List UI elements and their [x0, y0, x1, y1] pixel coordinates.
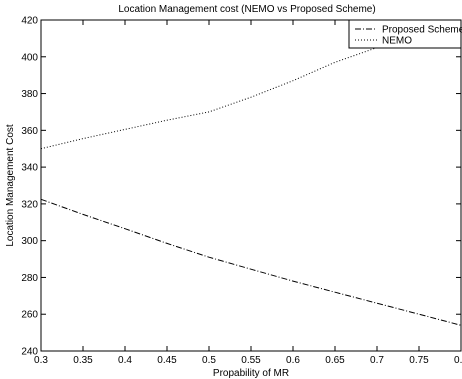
y-axis-title: Location Management Cost	[5, 124, 16, 247]
y-tick-label: 420	[21, 16, 38, 27]
y-tick-label: 240	[21, 347, 38, 358]
x-tick-label: 0.45	[157, 355, 177, 366]
x-tick-label: 0.3	[34, 355, 48, 366]
x-tick-label: 0.7	[370, 355, 384, 366]
legend-label: Proposed Scheme	[382, 25, 462, 36]
x-tick-label: 0.5	[202, 355, 216, 366]
y-tick-label: 400	[21, 52, 38, 63]
y-tick-label: 300	[21, 236, 38, 247]
plot-area	[40, 19, 462, 352]
x-tick-label: 0.8	[454, 355, 462, 366]
x-tick-label: 0.6	[286, 355, 300, 366]
x-axis-title: Propability of MR	[213, 368, 289, 379]
y-tick-label: 380	[21, 89, 38, 100]
y-tick-label: 260	[21, 310, 38, 321]
legend-label: NEMO	[382, 36, 412, 47]
y-tick-label: 320	[21, 199, 38, 210]
x-tick-label: 0.75	[409, 355, 429, 366]
y-tick-label: 360	[21, 126, 38, 137]
legend-box	[348, 19, 462, 49]
x-tick-label: 0.55	[241, 355, 261, 366]
x-tick-label: 0.35	[73, 355, 93, 366]
x-tick-label: 0.65	[325, 355, 345, 366]
y-tick-label: 280	[21, 273, 38, 284]
y-tick-label: 340	[21, 163, 38, 174]
series-line-proposed-scheme	[40, 198, 462, 326]
x-tick-label: 0.4	[118, 355, 132, 366]
chart-title: Location Management cost (NEMO vs Propos…	[118, 4, 375, 15]
